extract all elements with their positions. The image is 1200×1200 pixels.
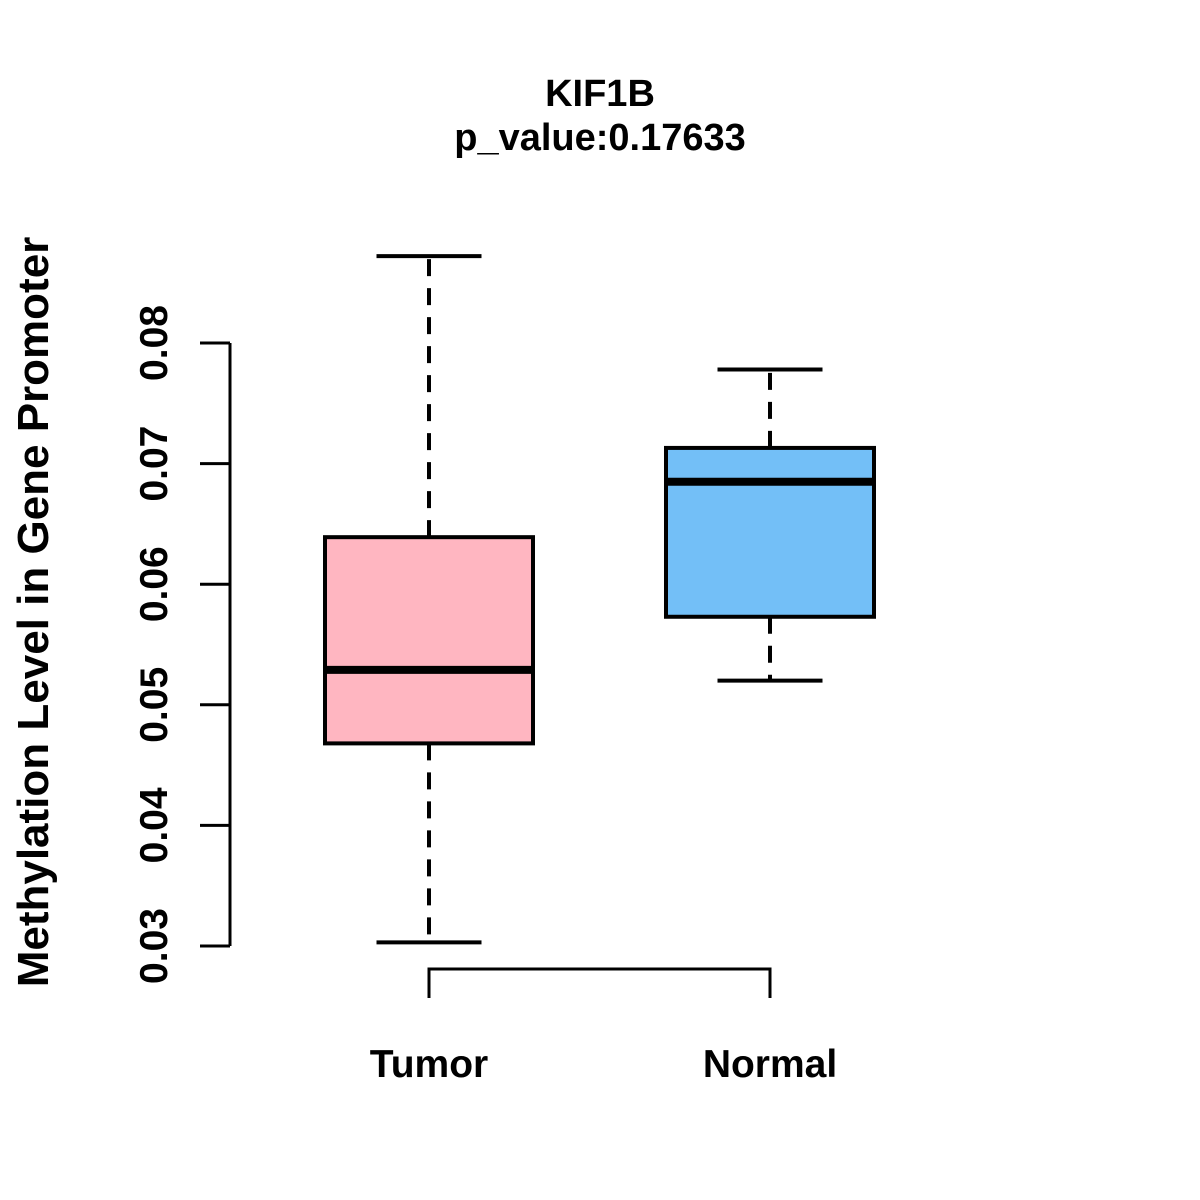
y-axis-title: Methylation Level in Gene Promoter — [9, 237, 58, 988]
x-axis-group-label-tumor: Tumor — [370, 1043, 488, 1086]
box-tumor — [323, 535, 535, 746]
x-axis-bracket — [427, 967, 772, 998]
y-axis-tick-label: 0.08 — [133, 305, 176, 381]
y-axis-tick-label: 0.07 — [133, 426, 176, 502]
y-axis-tick-label: 0.06 — [133, 546, 176, 622]
y-axis-tick-label: 0.04 — [133, 787, 176, 863]
x-axis-group-label-normal: Normal — [703, 1043, 837, 1086]
y-axis-tick-label: 0.03 — [133, 908, 176, 984]
chart-subtitle: p_value:0.17633 — [454, 117, 746, 159]
y-axis-tick-label: 0.05 — [133, 667, 176, 743]
box-normal — [664, 445, 876, 619]
chart-title: KIF1B — [545, 73, 655, 115]
chart-shapes — [200, 254, 876, 998]
